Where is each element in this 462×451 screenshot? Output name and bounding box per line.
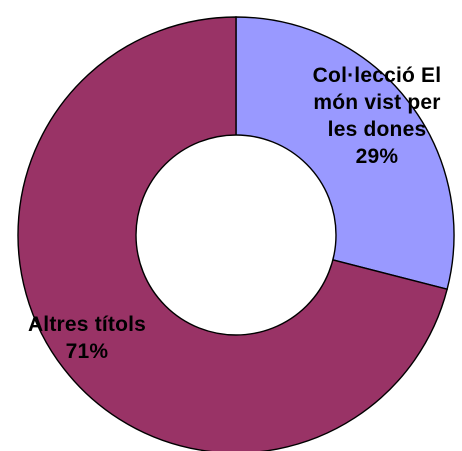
donut-hole xyxy=(135,134,337,336)
slice-percent-coleccio: 29% xyxy=(355,145,399,168)
slice-label-coleccio-line-2: món vist per xyxy=(313,91,441,114)
slice-label-altres-line-1: Altres títols xyxy=(27,313,147,336)
slice-label-coleccio-line-1: Col·lecció El xyxy=(312,64,442,87)
slice-label-coleccio-line-3: les dones xyxy=(327,118,427,141)
slice-label-coleccio: Col·lecció El món vist per les dones 29% xyxy=(292,62,462,170)
slice-label-altres: Altres títols 71% xyxy=(2,311,172,365)
slice-percent-altres: 71% xyxy=(65,340,109,363)
